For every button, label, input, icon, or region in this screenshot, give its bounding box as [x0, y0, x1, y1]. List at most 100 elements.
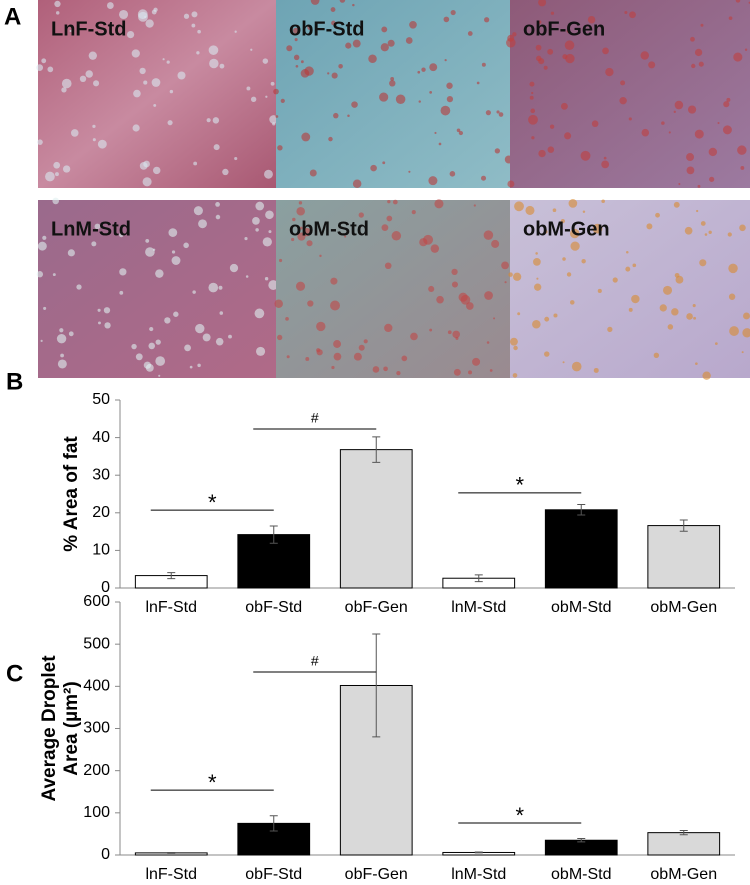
micrograph-texture: [37, 139, 43, 145]
micrograph-texture: [655, 212, 660, 218]
micrograph: [510, 0, 750, 188]
micrograph-texture: [265, 210, 274, 220]
micrograph-texture: [451, 268, 458, 276]
micrograph-texture: [254, 308, 265, 319]
micrograph-texture: [434, 131, 437, 135]
micrograph-texture: [663, 285, 673, 295]
micrograph-texture: [173, 311, 179, 317]
micrograph-texture: [702, 371, 711, 380]
micrograph-texture: [155, 269, 164, 278]
significance-mark: #: [311, 410, 319, 426]
micrograph-texture: [79, 75, 87, 83]
micrograph-texture: [54, 0, 61, 8]
micrograph-texture: [550, 11, 555, 15]
micrograph-texture: [628, 307, 633, 312]
micrograph-texture: [593, 367, 599, 373]
micrograph-texture: [673, 110, 676, 114]
micrograph-texture: [405, 37, 413, 44]
micrograph-texture: [436, 295, 444, 304]
micrograph-texture: [149, 326, 154, 332]
micrograph-texture: [53, 161, 61, 169]
micrograph-texture: [209, 58, 219, 69]
micrograph-texture: [293, 54, 300, 61]
micrograph-texture: [363, 339, 368, 344]
micrograph-texture: [493, 317, 496, 320]
micrograph-texture: [674, 100, 684, 110]
micrograph-texture: [142, 177, 152, 187]
image-label: obM-Std: [289, 218, 369, 240]
micrograph-texture: [193, 161, 198, 166]
micrograph-texture: [168, 228, 178, 237]
micrograph-texture: [659, 304, 667, 312]
micrograph-texture: [484, 17, 490, 23]
micrograph-texture: [504, 281, 507, 284]
error-bar: [577, 838, 586, 843]
micrograph-texture: [298, 201, 303, 205]
micrograph-texture: [429, 63, 438, 72]
micrograph-texture: [742, 328, 750, 338]
micrograph-texture: [68, 331, 74, 337]
micrograph-texture: [92, 138, 96, 142]
micrograph-texture: [91, 241, 97, 247]
x-tick-label: obM-Std: [551, 866, 611, 883]
micrograph-texture: [36, 271, 44, 278]
micrograph-texture: [601, 199, 605, 204]
micrograph-texture: [331, 72, 338, 79]
micrograph-texture: [295, 64, 299, 68]
micrograph-texture: [709, 176, 715, 182]
micrograph-texture: [330, 300, 340, 311]
micrograph-texture: [56, 333, 67, 344]
error-bar: [167, 851, 176, 854]
micrograph-texture: [692, 304, 696, 308]
micrograph-texture: [694, 129, 704, 139]
micrograph-texture: [300, 60, 304, 64]
micrograph-texture: [234, 156, 238, 161]
micrograph-texture: [268, 230, 272, 234]
micrograph-texture: [458, 292, 468, 302]
micrograph-texture: [536, 277, 539, 280]
micrograph-texture: [411, 210, 416, 215]
micrograph-texture: [304, 66, 314, 76]
x-tick-label: obF-Gen: [345, 599, 408, 616]
micrograph-texture: [296, 206, 305, 216]
micrograph-texture: [45, 171, 55, 182]
micrograph-texture: [97, 308, 101, 312]
micrograph-texture: [280, 98, 285, 104]
micrograph-texture: [277, 334, 283, 341]
micrograph-texture: [507, 180, 515, 188]
y-tick-label: 0: [101, 579, 110, 596]
micrograph-texture: [690, 36, 695, 42]
micrograph-texture: [119, 9, 129, 20]
micrograph-texture: [88, 51, 97, 60]
significance-mark: *: [515, 473, 524, 498]
micrograph-texture: [544, 229, 548, 234]
panel-label: A: [4, 3, 21, 30]
micrograph-texture: [131, 343, 137, 350]
micrograph-texture: [395, 94, 406, 105]
micrograph-texture: [691, 63, 696, 69]
micrograph-texture: [485, 110, 491, 116]
micrograph-texture: [145, 19, 154, 28]
micrograph-texture: [483, 230, 494, 240]
micrograph-texture: [603, 156, 607, 160]
micrograph-texture: [726, 97, 731, 102]
micrograph-texture: [480, 175, 487, 181]
y-tick-label: 600: [83, 593, 110, 610]
micrograph-texture: [714, 342, 718, 345]
micrograph-texture: [143, 361, 152, 369]
micrograph-texture: [686, 313, 693, 320]
x-tick-label: lnF-Std: [145, 866, 197, 883]
error-bar: [372, 436, 381, 463]
micrograph-texture: [446, 82, 453, 89]
micrograph-texture: [213, 144, 220, 151]
micrograph-texture: [401, 355, 408, 362]
micrograph-texture: [310, 0, 320, 5]
micrograph-texture: [387, 199, 391, 204]
error-bar: [679, 830, 688, 836]
micrograph-texture: [145, 247, 155, 257]
micrograph-texture: [171, 256, 181, 265]
micrograph-texture: [534, 283, 542, 291]
micrograph-texture: [735, 0, 741, 3]
micrograph-texture: [728, 263, 738, 274]
micrograph-texture: [330, 277, 338, 285]
